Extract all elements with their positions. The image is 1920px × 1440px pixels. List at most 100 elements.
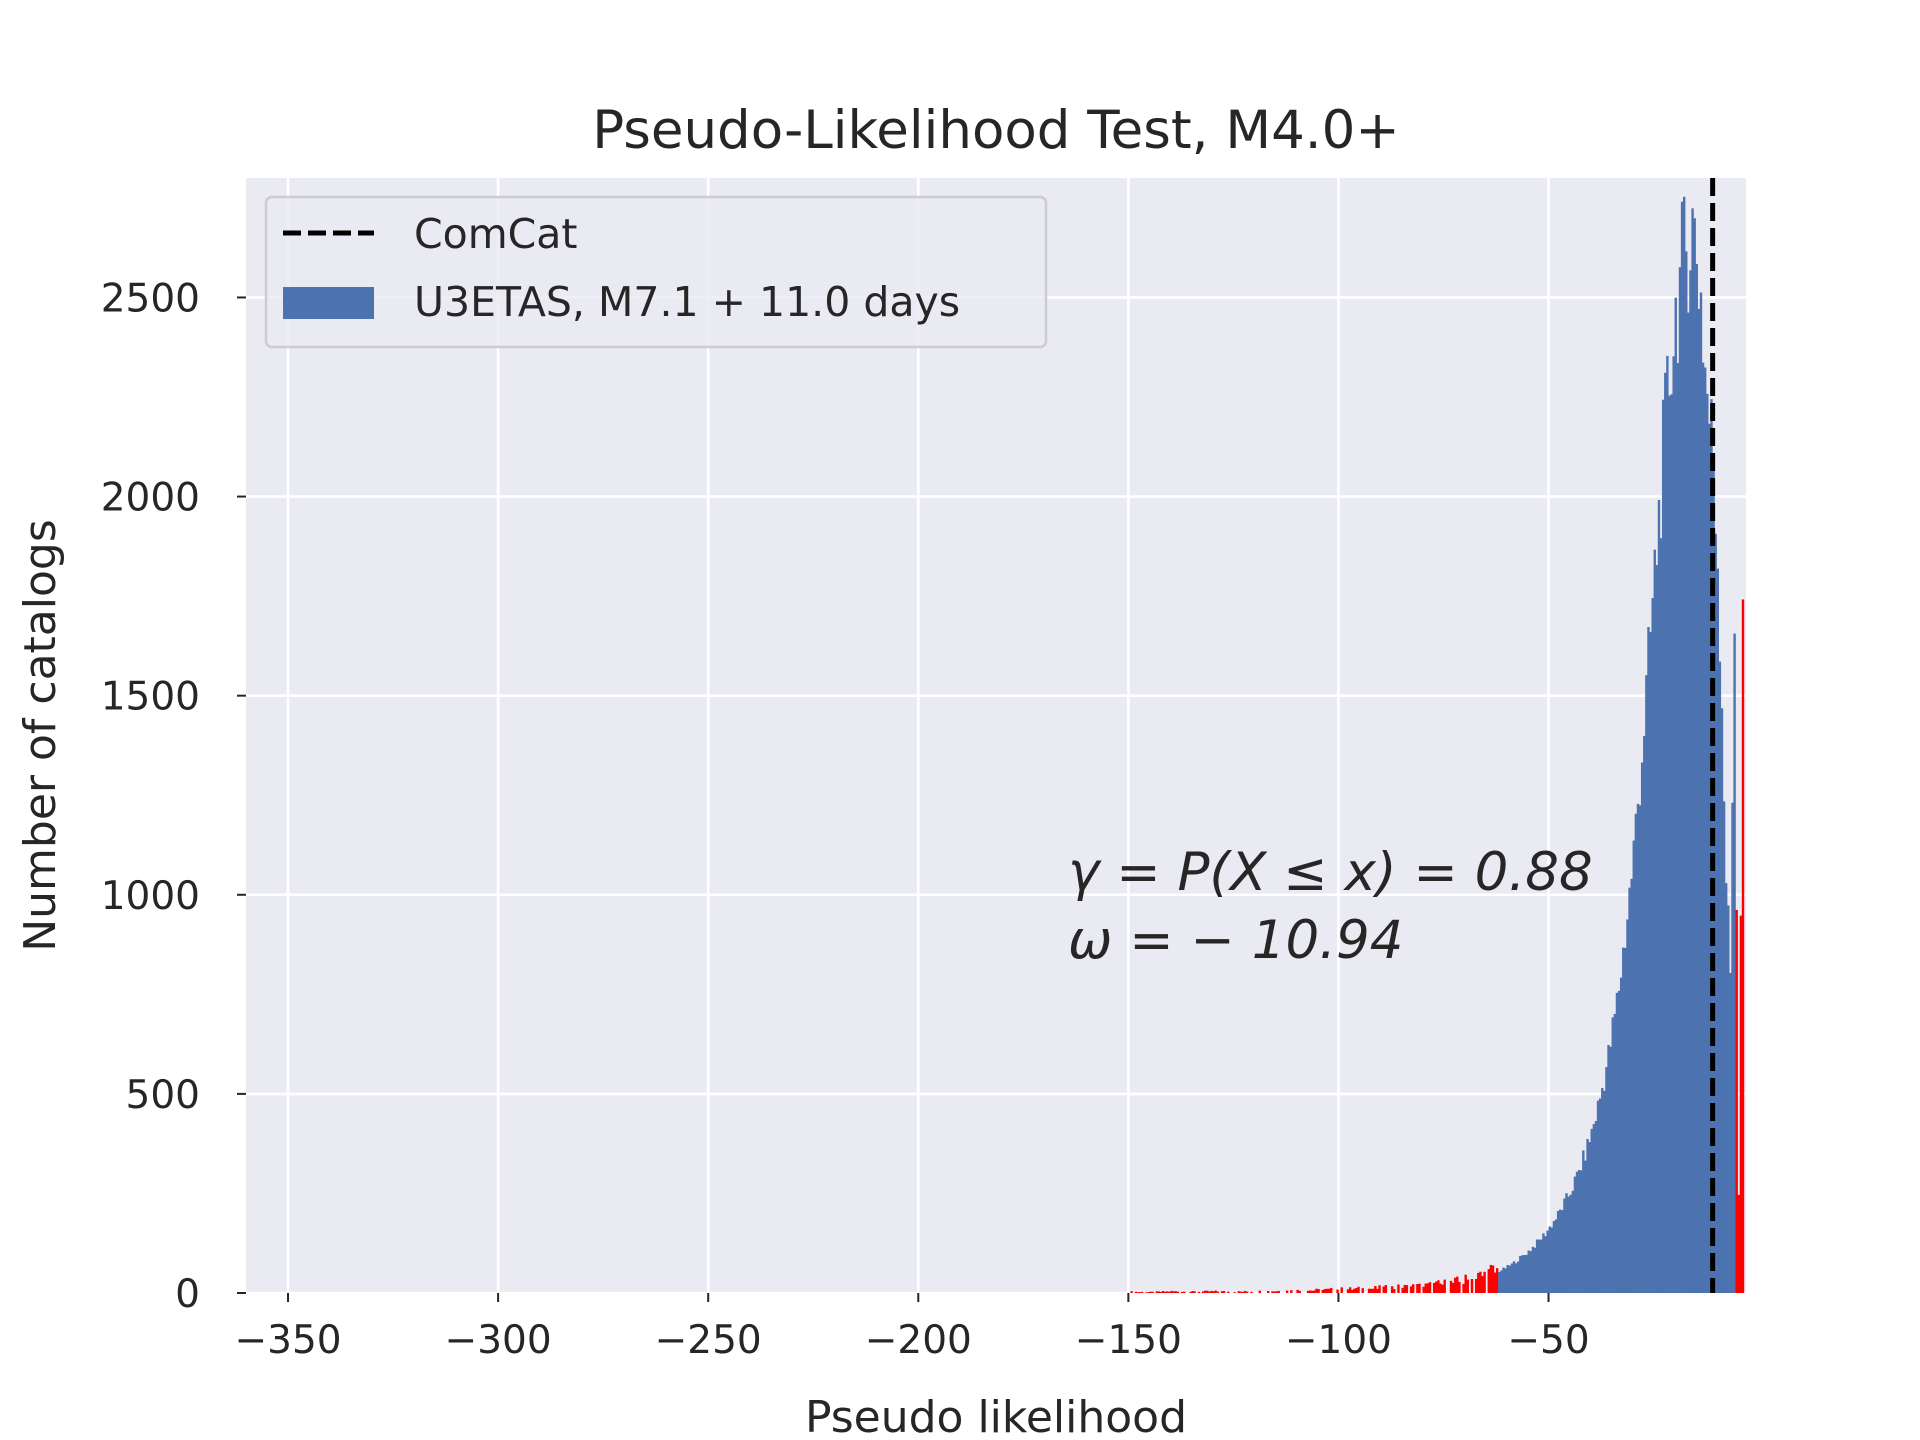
histogram-bar bbox=[1309, 1290, 1312, 1293]
histogram-bar bbox=[1510, 1263, 1514, 1293]
histogram-bar bbox=[1321, 1289, 1325, 1293]
histogram-bar bbox=[1220, 1291, 1224, 1293]
x-tick-label: −150 bbox=[1075, 1318, 1182, 1363]
histogram-bar bbox=[1626, 919, 1629, 1293]
histogram-bar bbox=[1716, 568, 1719, 1293]
chart-title: Pseudo-Likelihood Test, M4.0+ bbox=[592, 100, 1400, 161]
histogram-bar bbox=[1197, 1291, 1201, 1293]
histogram-bar bbox=[1470, 1278, 1474, 1293]
histogram-bar bbox=[1203, 1290, 1207, 1293]
histogram-bar bbox=[1479, 1271, 1482, 1293]
histogram-bar bbox=[1512, 1261, 1516, 1293]
histogram-bar bbox=[1290, 1290, 1293, 1293]
histogram-bar bbox=[1640, 762, 1644, 1293]
histogram-bar bbox=[1376, 1288, 1379, 1293]
histogram-bar bbox=[1651, 598, 1654, 1293]
histogram-bar bbox=[1191, 1291, 1194, 1293]
histogram-bar bbox=[1250, 1291, 1253, 1293]
histogram-bar bbox=[1582, 1150, 1585, 1293]
histogram-bar bbox=[1258, 1290, 1262, 1293]
histogram-bar bbox=[1357, 1286, 1360, 1293]
histogram-bar bbox=[1193, 1291, 1196, 1293]
histogram-bar bbox=[1149, 1291, 1152, 1293]
histogram-bar bbox=[1189, 1291, 1192, 1293]
histogram-bar bbox=[1693, 218, 1696, 1293]
x-axis-ticks: −350 −300 −250 −200 −150 −100 −50 bbox=[234, 1293, 1590, 1363]
histogram-bar bbox=[1655, 565, 1659, 1293]
histogram-bar bbox=[1172, 1291, 1175, 1293]
histogram-bar bbox=[1697, 308, 1701, 1293]
omega-annotation: ω = − 10.94 bbox=[1068, 910, 1403, 971]
histogram-bar bbox=[1724, 883, 1728, 1293]
histogram-bar bbox=[1634, 813, 1638, 1293]
legend-sim-label: U3ETAS, M7.1 + 11.0 days bbox=[414, 278, 960, 326]
y-tick-label: 2500 bbox=[101, 276, 200, 321]
histogram-bar bbox=[1311, 1290, 1314, 1293]
histogram-bar bbox=[1439, 1283, 1442, 1293]
histogram-bar bbox=[1222, 1291, 1226, 1293]
histogram-bar bbox=[1628, 887, 1631, 1293]
histogram-bar bbox=[1710, 399, 1713, 1294]
histogram-bar bbox=[1164, 1291, 1167, 1293]
histogram-bar bbox=[1649, 631, 1652, 1293]
histogram-bar bbox=[1517, 1261, 1520, 1293]
histogram-bar bbox=[1619, 977, 1623, 1293]
histogram-bar bbox=[1563, 1198, 1566, 1293]
histogram-bar bbox=[1170, 1290, 1173, 1293]
x-tick-label: −50 bbox=[1507, 1318, 1589, 1363]
histogram-bar bbox=[1542, 1233, 1545, 1293]
histogram-bar bbox=[1483, 1271, 1486, 1293]
legend-sim-swatch bbox=[283, 287, 374, 319]
histogram-bar bbox=[1739, 915, 1743, 1293]
x-tick-label: −200 bbox=[865, 1318, 972, 1363]
histogram-bar bbox=[1588, 1142, 1591, 1293]
histogram-bar bbox=[1435, 1281, 1438, 1293]
histogram-bar bbox=[1214, 1290, 1217, 1293]
histogram-bar bbox=[1500, 1270, 1503, 1293]
histogram-bar bbox=[1498, 1272, 1501, 1293]
histogram-bar bbox=[1458, 1281, 1461, 1293]
histogram-bar bbox=[1140, 1291, 1144, 1293]
histogram-bar bbox=[1670, 394, 1673, 1293]
plot-area-background bbox=[246, 178, 1746, 1293]
histogram-bar bbox=[1504, 1268, 1507, 1293]
histogram-bar bbox=[1544, 1236, 1547, 1293]
histogram-bar bbox=[1590, 1128, 1593, 1293]
x-tick-label: −250 bbox=[655, 1318, 762, 1363]
histogram-bar bbox=[1323, 1289, 1327, 1293]
histogram-bar bbox=[1449, 1280, 1453, 1293]
histogram-bar bbox=[1384, 1285, 1388, 1293]
histogram-bar bbox=[1182, 1291, 1186, 1293]
histogram-bar bbox=[1592, 1124, 1596, 1293]
histogram-bar bbox=[1161, 1291, 1165, 1293]
legend: ComCat U3ETAS, M7.1 + 11.0 days bbox=[264, 195, 1048, 349]
histogram-bar bbox=[1239, 1291, 1243, 1293]
histogram-bar bbox=[1418, 1283, 1421, 1293]
histogram-bar bbox=[1596, 1100, 1600, 1293]
x-axis-title: Pseudo likelihood bbox=[805, 1392, 1187, 1440]
histogram-bar bbox=[1346, 1289, 1350, 1293]
histogram-bar bbox=[1552, 1221, 1556, 1293]
histogram-bar bbox=[1575, 1171, 1579, 1293]
histogram-bar bbox=[1615, 992, 1619, 1293]
histogram-bar bbox=[1277, 1290, 1280, 1293]
histogram-bar bbox=[1538, 1239, 1541, 1293]
histogram-bar bbox=[1424, 1283, 1427, 1293]
histogram-bar bbox=[1636, 803, 1640, 1293]
histogram-bar bbox=[1514, 1263, 1518, 1293]
histogram-bar bbox=[1718, 661, 1722, 1293]
histogram-bar bbox=[1653, 549, 1656, 1293]
histogram-bar bbox=[1540, 1239, 1543, 1293]
histogram-bar bbox=[1176, 1291, 1180, 1293]
histogram-bar bbox=[1605, 1067, 1608, 1293]
histogram-bar bbox=[1466, 1279, 1469, 1293]
histogram-bar bbox=[1577, 1169, 1581, 1293]
histogram-bar bbox=[1348, 1287, 1352, 1293]
histogram-bar bbox=[1691, 208, 1694, 1294]
histogram-bar bbox=[1611, 1017, 1614, 1293]
histogram-bar bbox=[1464, 1274, 1467, 1293]
histogram-bar bbox=[1643, 735, 1646, 1293]
histogram-bar bbox=[1397, 1284, 1400, 1293]
histogram-bar bbox=[1145, 1292, 1148, 1293]
histogram-bar bbox=[1208, 1291, 1211, 1293]
